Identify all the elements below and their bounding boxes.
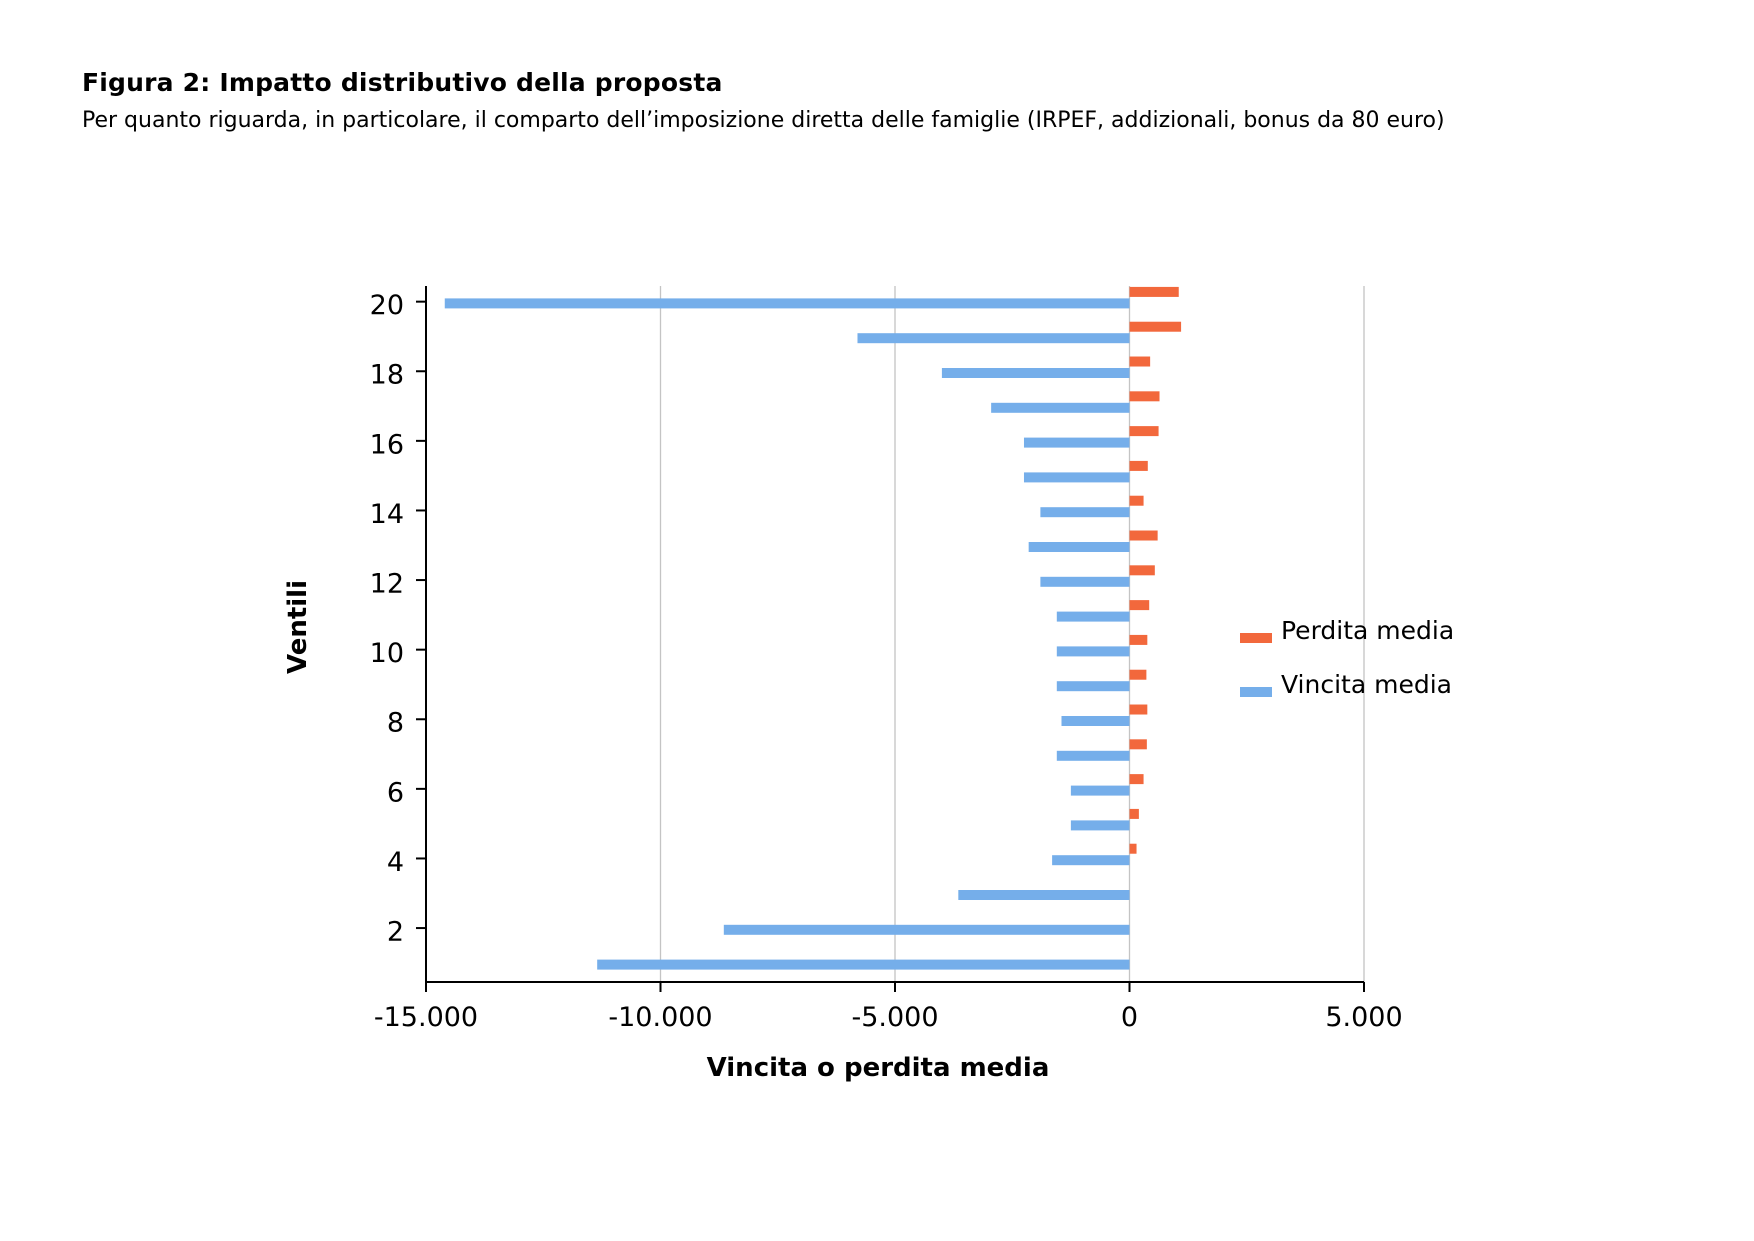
bar-vincita-17	[991, 402, 1130, 413]
bar-perdita-14	[1129, 495, 1144, 506]
bar-vincita-19	[857, 333, 1130, 344]
legend-swatch-0	[1240, 633, 1272, 643]
bar-vincita-20	[444, 298, 1130, 309]
y-tick-label: 18	[370, 360, 404, 391]
bar-perdita-18	[1129, 356, 1151, 367]
bar-perdita-16	[1129, 426, 1159, 437]
bar-vincita-11	[1056, 611, 1130, 622]
y-tick-labels: 2 4 6 8 10 12 14 16 18 20	[370, 290, 404, 947]
x-tick-labels: -15.000 -10.000 -5.000 0 5.000	[374, 1002, 1403, 1033]
bar-perdita-10	[1129, 634, 1148, 645]
bar-vincita-4	[1052, 855, 1130, 866]
bar-vincita-9	[1056, 681, 1130, 692]
bar-perdita-12	[1129, 565, 1155, 576]
bar-vincita-18	[941, 368, 1130, 378]
bar-perdita-13	[1129, 530, 1158, 541]
bar-perdita-20	[1129, 286, 1179, 297]
bar-vincita-12	[1040, 576, 1130, 587]
bar-perdita-7	[1129, 739, 1147, 750]
bar-perdita-4	[1129, 843, 1137, 854]
bar-vincita-8	[1061, 716, 1130, 726]
bar-perdita-11	[1129, 600, 1150, 611]
y-tick-label: 16	[370, 429, 404, 460]
legend: Perdita media Vincita media	[1240, 616, 1454, 699]
legend-label: Perdita media	[1281, 616, 1454, 645]
bar-perdita-6	[1129, 774, 1144, 785]
bar-perdita-19	[1129, 321, 1182, 332]
figure-title: Figura 2: Impatto distributivo della pro…	[82, 68, 723, 97]
y-tick-label: 20	[370, 290, 404, 321]
bar-vincita-1	[597, 959, 1130, 970]
x-tick-label: -15.000	[374, 1002, 478, 1033]
bar-vincita-14	[1040, 507, 1130, 518]
bar-vincita-3	[958, 890, 1130, 900]
y-tick-label: 4	[387, 847, 404, 878]
gridlines	[659, 286, 1365, 982]
legend-label: Vincita media	[1281, 670, 1452, 699]
bar-vincita-15	[1023, 472, 1130, 483]
axes	[416, 286, 1365, 992]
bar-perdita-8	[1129, 704, 1148, 715]
x-tick-label: 0	[1121, 1002, 1138, 1033]
bar-vincita-5	[1070, 820, 1130, 831]
bar-perdita-9	[1129, 669, 1147, 680]
y-tick-label: 6	[387, 777, 404, 808]
bar-perdita-15	[1129, 460, 1148, 471]
bars	[444, 286, 1182, 970]
x-tick-label: -10.000	[608, 1002, 712, 1033]
figure-subtitle: Per quanto riguarda, in particolare, il …	[82, 108, 1445, 133]
y-tick-label: 14	[370, 499, 404, 530]
x-tick-label: 5.000	[1325, 1002, 1402, 1033]
bar-vincita-10	[1056, 646, 1130, 657]
y-axis-title: Ventili	[283, 580, 313, 674]
y-tick-label: 10	[370, 638, 404, 669]
bar-vincita-2	[723, 924, 1130, 935]
legend-swatch-1	[1240, 687, 1272, 697]
y-tick-label: 2	[387, 917, 404, 948]
bar-vincita-16	[1023, 437, 1130, 448]
x-tick-label: -5.000	[851, 1002, 938, 1033]
y-tick-label: 12	[370, 569, 404, 600]
bar-vincita-7	[1056, 750, 1130, 761]
bar-vincita-6	[1070, 785, 1130, 796]
bar-vincita-13	[1028, 542, 1130, 552]
bar-perdita-5	[1129, 808, 1139, 819]
y-tick-label: 8	[387, 708, 404, 739]
x-axis-title: Vincita o perdita media	[707, 1053, 1050, 1083]
bar-perdita-17	[1129, 391, 1160, 402]
